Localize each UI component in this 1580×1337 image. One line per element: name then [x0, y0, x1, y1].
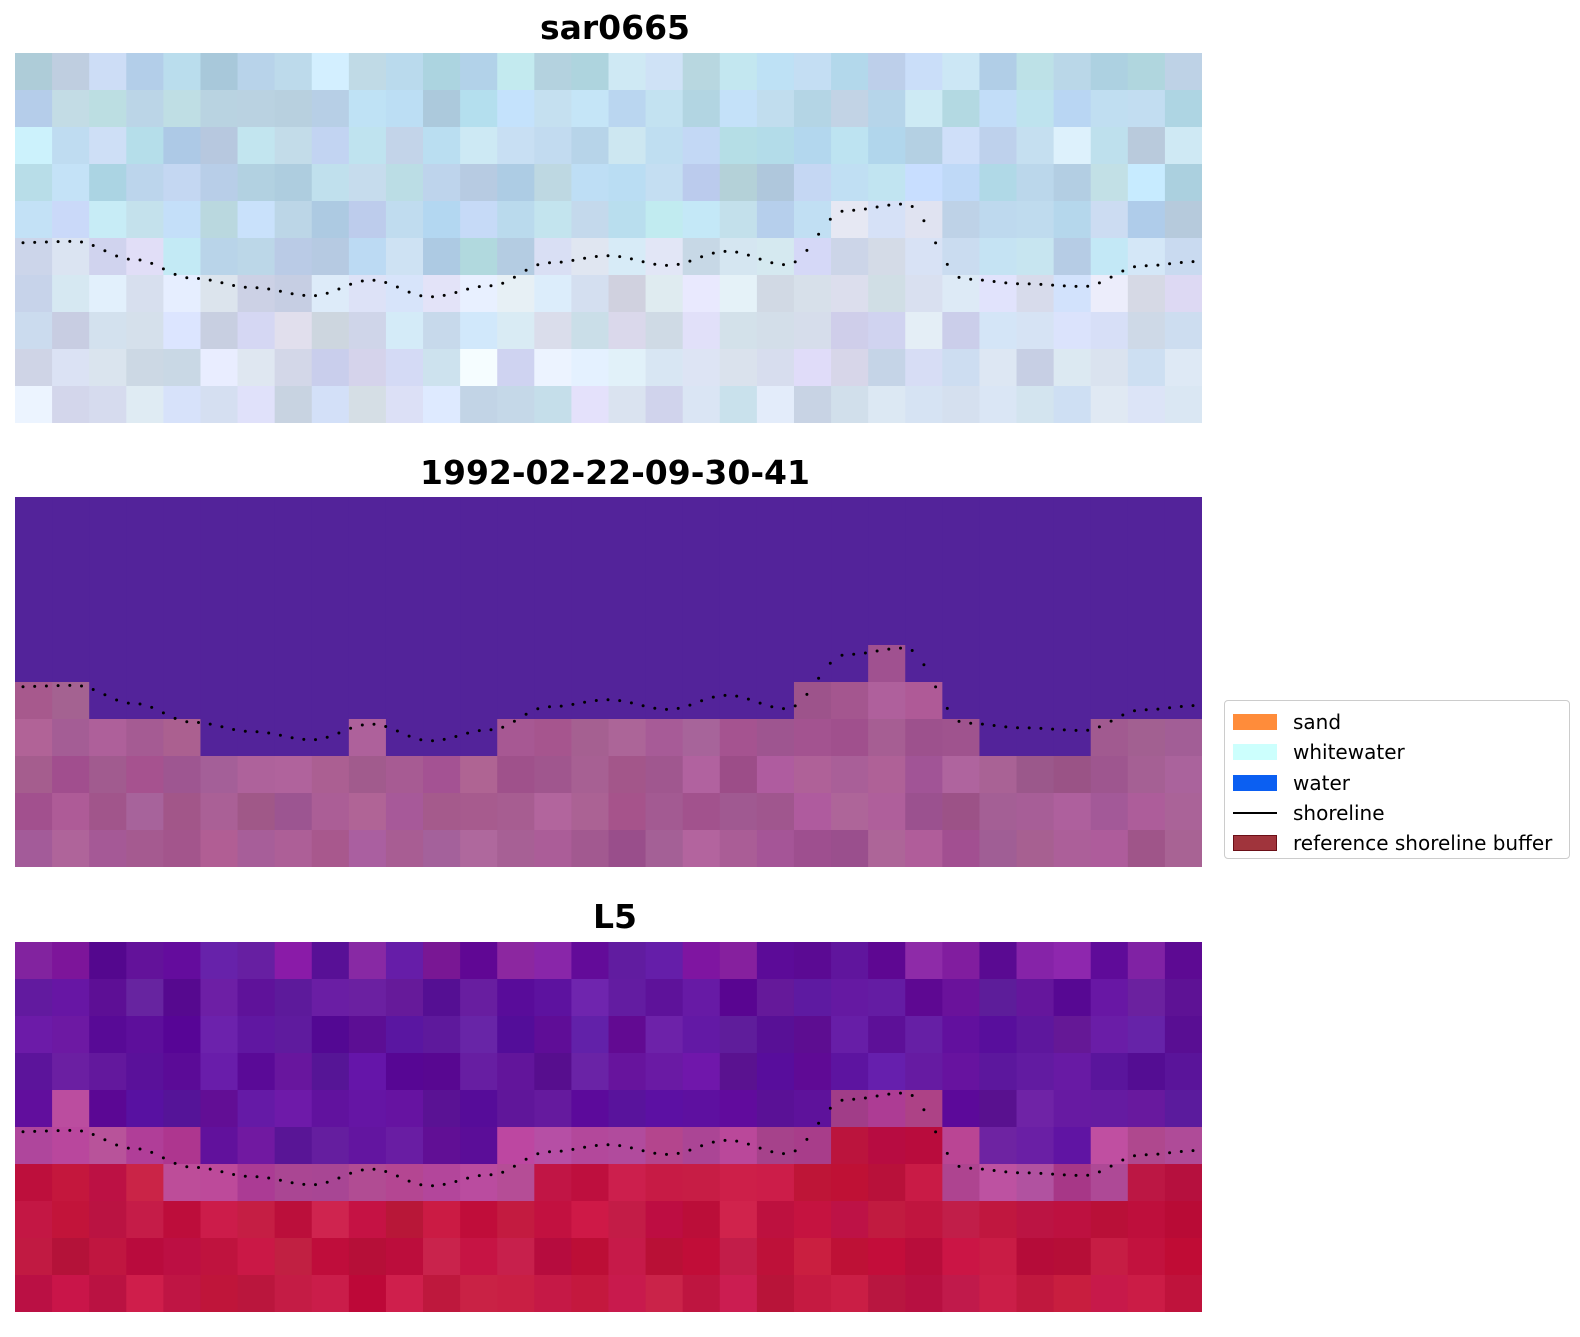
legend-item-water: water	[1233, 768, 1569, 798]
shoreline-line-swatch	[1233, 812, 1277, 815]
reference-buffer-swatch	[1233, 835, 1277, 852]
legend-item-reference-buffer: reference shoreline buffer	[1233, 828, 1569, 858]
classified-image-panel	[15, 497, 1202, 867]
legend-label-shoreline: shoreline	[1293, 801, 1385, 826]
legend-label-sand: sand	[1293, 710, 1342, 735]
legend-label-reference-buffer: reference shoreline buffer	[1293, 831, 1553, 856]
legend-item-sand: sand	[1233, 707, 1569, 737]
shoreline-dots	[21, 646, 1195, 743]
whitewater-swatch	[1233, 744, 1277, 761]
legend-label-water: water	[1293, 770, 1350, 795]
panel-title-date: 1992-02-22-09-30-41	[420, 453, 810, 492]
rgb-image-panel	[15, 53, 1202, 423]
raster-pixels	[15, 497, 1202, 867]
panel-title-sar0665: sar0665	[539, 8, 691, 47]
panel-title-L5: L5	[593, 897, 637, 936]
index-image-panel	[15, 942, 1202, 1312]
shoreline-dots	[21, 1091, 1195, 1188]
sand-swatch	[1233, 714, 1277, 731]
legend-label-whitewater: whitewater	[1293, 740, 1405, 765]
raster-pixels	[15, 942, 1202, 1312]
legend-item-whitewater: whitewater	[1233, 737, 1569, 767]
raster-pixels	[15, 53, 1202, 423]
legend: sand whitewater water shoreline referenc…	[1224, 700, 1570, 859]
water-swatch	[1233, 774, 1277, 791]
legend-item-shoreline: shoreline	[1233, 798, 1569, 828]
shoreline-dots	[21, 202, 1195, 299]
